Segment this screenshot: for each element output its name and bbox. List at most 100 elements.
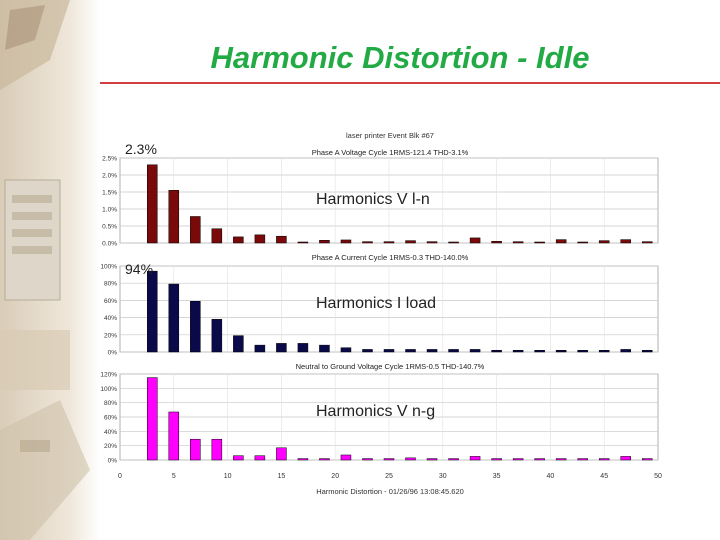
y-tick-label: 80% [104,281,117,288]
x-tick-label: 25 [385,473,393,480]
chart-title: Phase A Current Cycle 1RMS-0.3 THD-140.0… [312,253,469,262]
bar-h21 [340,454,352,461]
bar-h7 [190,301,201,353]
title-underline [100,82,720,84]
bar-h15 [276,343,287,353]
chart-callout: 94% [125,261,153,277]
bar-h25 [383,241,395,244]
y-tick-label: 20% [104,443,117,450]
y-tick-label: 0% [108,350,118,357]
y-tick-label: 120% [100,372,117,379]
bar-h19 [319,344,330,353]
bar-h23 [362,241,373,244]
y-tick-label: 100% [100,264,117,271]
bar-h37 [512,241,524,244]
bar-h39 [534,350,545,353]
bar-h43 [577,458,588,461]
bar-h17 [297,343,309,353]
chart-source-label: laser printer Event Blk #67 [346,131,434,140]
y-tick-label: 40% [104,429,117,436]
bar-h19 [319,240,330,244]
bar-h3 [147,270,158,353]
bar-h25 [383,458,395,461]
y-tick-label: 40% [104,315,117,322]
chart-panel-3: Neutral to Ground Voltage Cycle 1RMS-0.5… [100,362,662,480]
bar-h41 [555,239,567,244]
x-tick-label: 50 [654,473,662,480]
chart-callout: 2.3% [125,141,157,157]
chart-panel-2: Phase A Current Cycle 1RMS-0.3 THD-140.0… [100,253,659,357]
bar-h47 [620,239,631,244]
bar-h31 [448,349,459,353]
bar-h49 [641,458,653,461]
bar-h17 [297,241,309,244]
y-tick-label: 0.0% [102,241,117,248]
bar-h5 [168,283,180,353]
chart-annotation: Harmonics V n-g [316,403,435,420]
y-tick-label: 80% [104,400,117,407]
bar-h29 [426,349,438,353]
bar-h9 [211,438,223,461]
bar-h31 [448,241,459,244]
bar-h5 [168,411,180,461]
bar-h13 [254,455,266,461]
bar-h21 [340,347,352,353]
bar-h23 [362,458,373,461]
bar-h13 [254,344,266,353]
bar-h29 [426,458,438,461]
bar-h7 [190,216,201,244]
bar-h25 [383,349,395,353]
y-tick-label: 20% [104,332,117,339]
bar-h13 [254,234,266,244]
bar-h5 [168,190,180,244]
y-tick-label: 0.5% [102,224,117,231]
bar-h7 [190,438,201,461]
bar-h11 [233,335,244,353]
bar-h33 [469,349,481,353]
bar-h11 [233,236,244,244]
bar-h41 [555,350,567,353]
bar-h9 [211,319,223,353]
bar-h3 [147,377,158,461]
bar-h47 [620,349,631,353]
chart-footer-label: Harmonic Distortion - 01/26/96 13:08:45.… [316,487,464,496]
bar-h35 [491,458,502,461]
decorative-photo-strip [0,0,100,540]
y-tick-label: 60% [104,415,117,422]
bar-h39 [534,458,545,461]
bar-h29 [426,241,438,244]
chart-annotation: Harmonics I load [316,295,436,312]
bar-h35 [491,241,502,244]
x-tick-label: 40 [547,473,555,480]
bar-h37 [512,458,524,461]
x-tick-label: 30 [439,473,447,480]
bar-h45 [598,240,610,244]
bar-h41 [555,458,567,461]
bar-h45 [598,458,610,461]
bar-h49 [641,350,653,353]
y-tick-label: 2.5% [102,156,117,163]
chart-title: Neutral to Ground Voltage Cycle 1RMS-0.5… [296,362,485,371]
y-tick-label: 100% [100,386,117,393]
y-tick-label: 2.0% [102,173,117,180]
x-tick-label: 35 [493,473,501,480]
x-tick-label: 20 [331,473,339,480]
bar-h35 [491,350,502,353]
bar-h33 [469,237,481,244]
x-tick-label: 5 [172,473,176,480]
bar-h21 [340,239,352,244]
x-tick-label: 15 [278,473,286,480]
bar-h15 [276,235,287,244]
bar-h27 [405,240,416,244]
x-tick-label: 0 [118,473,122,480]
bar-h27 [405,457,416,461]
bar-h27 [405,349,416,353]
y-tick-label: 0% [108,458,118,465]
bar-h23 [362,349,373,353]
bar-h11 [233,455,244,461]
bar-h45 [598,350,610,353]
bar-h15 [276,447,287,461]
bar-h9 [211,228,223,244]
bar-h3 [147,164,158,244]
chart-annotation: Harmonics V l-n [316,191,430,208]
